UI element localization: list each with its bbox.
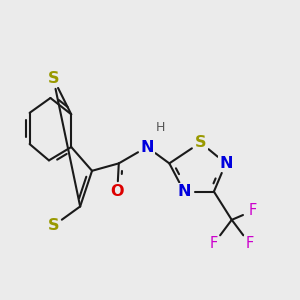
- Text: F: F: [248, 203, 257, 218]
- Text: S: S: [195, 135, 206, 150]
- Text: N: N: [219, 156, 232, 171]
- Text: S: S: [48, 71, 59, 86]
- Text: O: O: [111, 184, 124, 199]
- Text: N: N: [177, 184, 191, 199]
- Text: F: F: [210, 236, 218, 251]
- Text: N: N: [140, 140, 154, 154]
- Text: S: S: [48, 218, 59, 233]
- Text: F: F: [245, 236, 254, 251]
- Text: H: H: [156, 121, 165, 134]
